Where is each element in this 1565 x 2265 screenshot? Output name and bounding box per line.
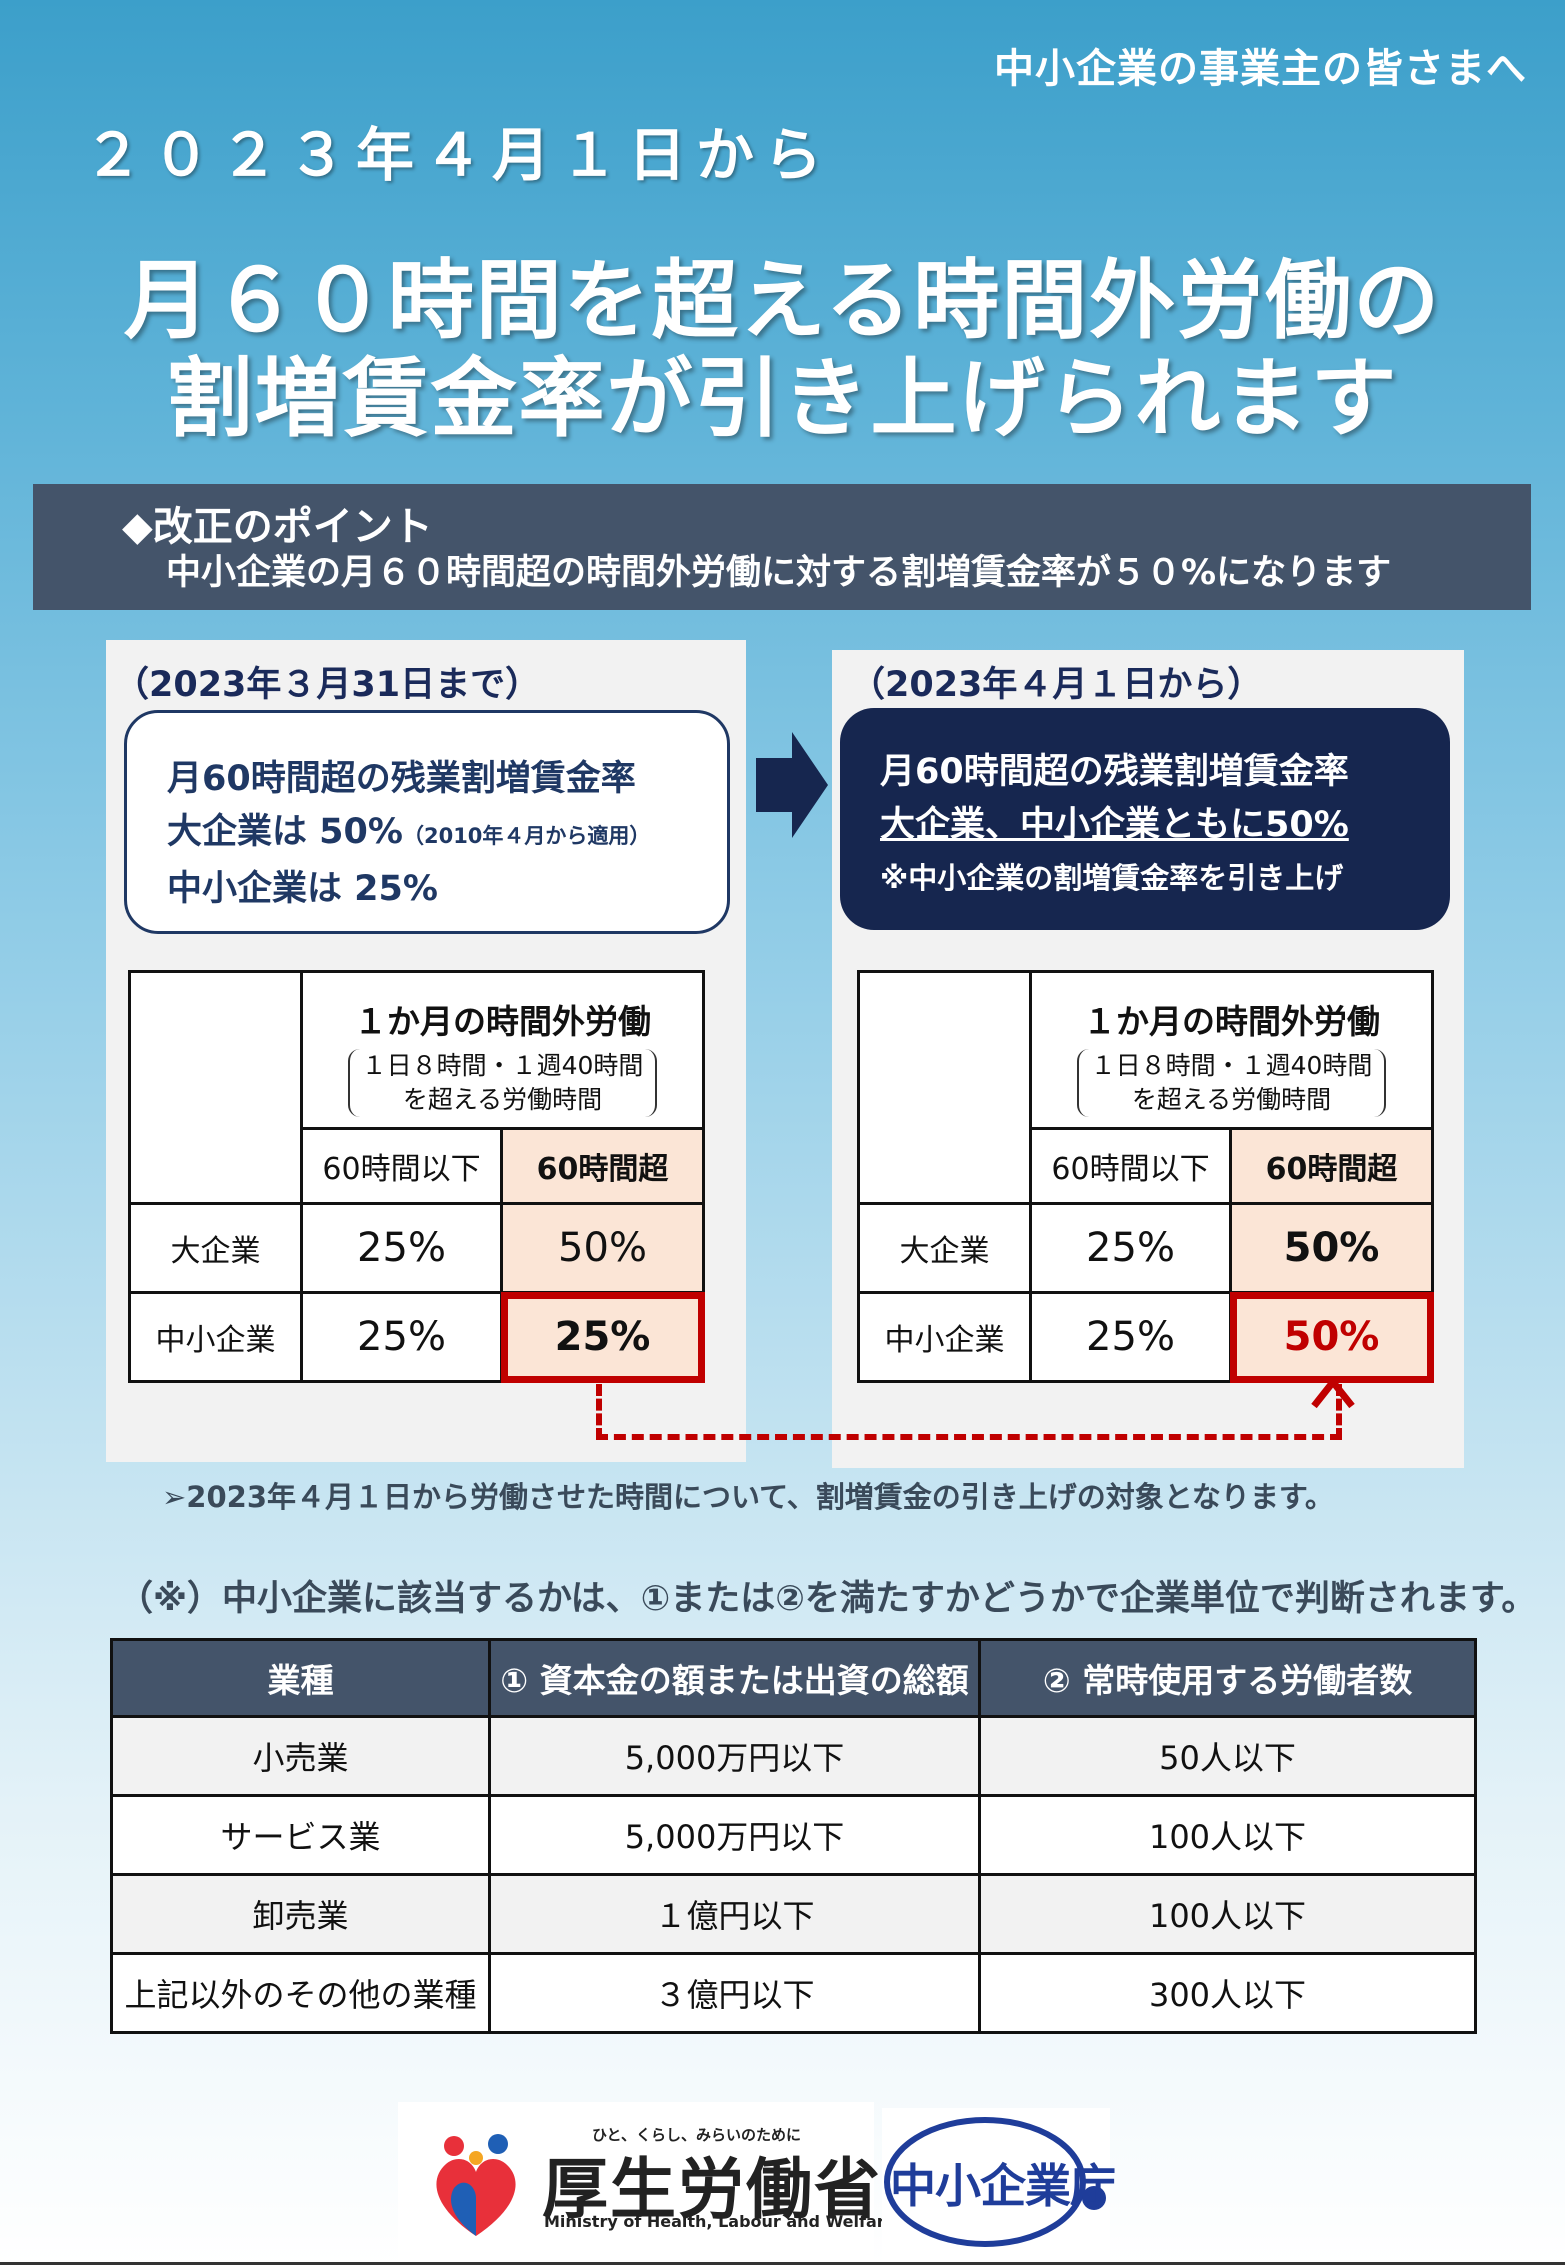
rate-table-corner bbox=[857, 970, 1032, 1205]
col-under-60: 60時間以下 bbox=[300, 1127, 503, 1205]
main-title-line2: 割増賃金率が引き上げられます bbox=[166, 349, 1399, 449]
capital-cell: ３億円以下 bbox=[488, 1952, 981, 2034]
rate-table-header-sub1: １日８時間・１週40時間 bbox=[1090, 1051, 1373, 1080]
col-employees: ② 常時使用する労働者数 bbox=[978, 1638, 1477, 1718]
col-industry: 業種 bbox=[110, 1638, 491, 1718]
footer-divider bbox=[0, 2262, 1565, 2265]
sme-definition-table: 業種 ① 資本金の額または出資の総額 ② 常時使用する労働者数 小売業 5,00… bbox=[110, 1638, 1477, 2034]
col-capital: ① 資本金の額または出資の総額 bbox=[488, 1638, 981, 1718]
mhlw-emblem-icon bbox=[436, 2134, 516, 2236]
employees-cell: 100人以下 bbox=[978, 1873, 1477, 1955]
capital-cell: １億円以下 bbox=[488, 1873, 981, 1955]
mhlw-english-name: Ministry of Health, Labour and Welfare bbox=[544, 2212, 896, 2231]
revision-point-band bbox=[33, 484, 1531, 610]
after-summary-note: ※中小企業の割増賃金率を引き上げ bbox=[880, 861, 1344, 895]
before-summary-line2: 大企業は 50%（2010年４月から適用） bbox=[167, 806, 727, 863]
revision-point-text: 中小企業の月６０時間超の時間外労働に対する割増賃金率が５０%になります bbox=[166, 553, 1392, 593]
rate-table-header-title: １か月の時間外労働 bbox=[1083, 1002, 1380, 1041]
rate-table-header: １か月の時間外労働 １日８時間・１週40時間 を超える労働時間 bbox=[1029, 970, 1434, 1130]
before-sme-under-value: 25% bbox=[300, 1291, 503, 1383]
before-summary-box: 月60時間超の残業割増賃金率 大企業は 50%（2010年４月から適用） 中小企… bbox=[124, 710, 730, 934]
after-rate-table: １か月の時間外労働 １日８時間・１週40時間 を超える労働時間 60時間以下 60… bbox=[857, 970, 1434, 1383]
before-summary-line3: 中小企業は 25% bbox=[167, 869, 438, 909]
col-under-60: 60時間以下 bbox=[1029, 1127, 1232, 1205]
capital-cell: 5,000万円以下 bbox=[488, 1715, 981, 1797]
change-connector-line bbox=[596, 1384, 1342, 1440]
before-rate-table: １か月の時間外労働 １日８時間・１週40時間 を超える労働時間 60時間以下 60… bbox=[128, 970, 705, 1383]
rate-table-header-sub: １日８時間・１週40時間 を超える労働時間 bbox=[347, 1049, 658, 1117]
after-sme-over-value: 50% bbox=[1229, 1291, 1434, 1383]
revision-point-heading: ◆改正のポイント bbox=[122, 504, 433, 550]
before-sme-over-value: 25% bbox=[500, 1291, 705, 1383]
after-summary-box: 月60時間超の残業割増賃金率 大企業、中小企業ともに50% ※中小企業の割増賃金… bbox=[840, 708, 1450, 930]
after-summary-line2: 大企業、中小企業ともに50% bbox=[880, 805, 1349, 845]
before-large-rate: 大企業は 50% bbox=[167, 812, 403, 852]
right-arrow-icon bbox=[756, 732, 828, 838]
sme-agency-ring-icon bbox=[884, 2117, 1106, 2247]
after-summary-line1: 月60時間超の残業割増賃金率 bbox=[880, 752, 1349, 792]
after-sme-under-value: 25% bbox=[1029, 1291, 1232, 1383]
before-summary-line1: 月60時間超の残業割増賃金率 bbox=[167, 759, 636, 799]
table-row: 小売業 5,000万円以下 50人以下 bbox=[110, 1715, 1477, 1797]
row-sme: 中小企業 bbox=[128, 1291, 303, 1383]
up-arrow-icon bbox=[1311, 1376, 1355, 1409]
before-large-over-value: 50% bbox=[500, 1202, 705, 1294]
col-over-60: 60時間超 bbox=[500, 1127, 705, 1205]
rate-table-header-sub2: を超える労働時間 bbox=[402, 1085, 603, 1114]
industry-cell: 上記以外のその他の業種 bbox=[110, 1952, 491, 2034]
sme-definition-note: （※）中小企業に該当するかは、①または②を満たすかどうかで企業単位で判断されます… bbox=[118, 1579, 1537, 1619]
rate-table-header-title: １か月の時間外労働 bbox=[354, 1002, 651, 1041]
mhlw-slogan: ひと、くらし、みらいのために bbox=[592, 2126, 801, 2144]
rate-table-header-sub1: １日８時間・１週40時間 bbox=[361, 1051, 644, 1080]
before-large-note: （2010年４月から適用） bbox=[402, 824, 651, 848]
after-large-over-value: 50% bbox=[1229, 1202, 1434, 1294]
col-over-60: 60時間超 bbox=[1229, 1127, 1434, 1205]
employees-cell: 100人以下 bbox=[978, 1794, 1477, 1876]
employees-cell: 300人以下 bbox=[978, 1952, 1477, 2034]
rate-table-header: １か月の時間外労働 １日８時間・１週40時間 を超える労働時間 bbox=[300, 970, 705, 1130]
main-title-line1: 月６０時間を超える時間外労働の bbox=[123, 251, 1442, 351]
mhlw-name: 厚生労働省 bbox=[542, 2151, 882, 2228]
after-period-label: （2023年４月１日から） bbox=[850, 665, 1263, 705]
row-large-enterprise: 大企業 bbox=[128, 1202, 303, 1294]
before-period-label: （2023年３月31日まで） bbox=[114, 665, 541, 705]
before-large-under-value: 25% bbox=[300, 1202, 503, 1294]
application-note: ➢2023年４月１日から労働させた時間について、割増賃金の引き上げの対象となりま… bbox=[162, 1480, 1334, 1514]
rate-table-header-sub2: を超える労働時間 bbox=[1131, 1085, 1332, 1114]
industry-cell: 卸売業 bbox=[110, 1873, 491, 1955]
capital-cell: 5,000万円以下 bbox=[488, 1794, 981, 1876]
sme-agency-name: 中小企業庁 bbox=[890, 2159, 1116, 2213]
industry-cell: サービス業 bbox=[110, 1794, 491, 1876]
row-large-enterprise: 大企業 bbox=[857, 1202, 1032, 1294]
audience-label: 中小企業の事業主の皆さまへ bbox=[994, 46, 1527, 92]
employees-cell: 50人以下 bbox=[978, 1715, 1477, 1797]
table-row: サービス業 5,000万円以下 100人以下 bbox=[110, 1794, 1477, 1876]
rate-table-corner bbox=[128, 970, 303, 1205]
industry-cell: 小売業 bbox=[110, 1715, 491, 1797]
rate-table-header-sub: １日８時間・１週40時間 を超える労働時間 bbox=[1076, 1049, 1387, 1117]
table-row: 上記以外のその他の業種 ３億円以下 300人以下 bbox=[110, 1952, 1477, 2034]
row-sme: 中小企業 bbox=[857, 1291, 1032, 1383]
after-large-under-value: 25% bbox=[1029, 1202, 1232, 1294]
table-row: 卸売業 １億円以下 100人以下 bbox=[110, 1873, 1477, 1955]
effective-date-title: ２０２３年４月１日から bbox=[84, 121, 833, 189]
